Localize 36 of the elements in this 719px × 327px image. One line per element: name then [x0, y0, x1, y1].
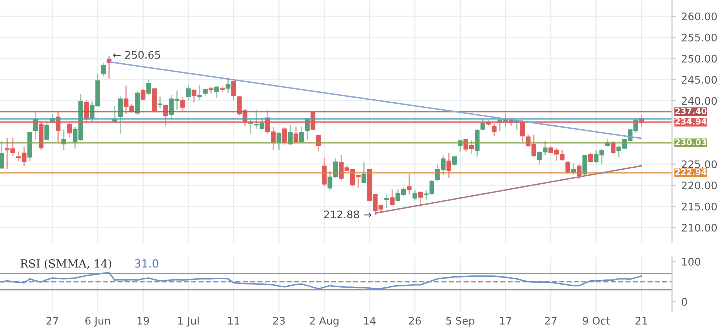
candlestick: [208, 86, 214, 94]
y-tick-label: 255.00: [682, 34, 718, 42]
line-series: [1, 272, 642, 290]
x-tick-label: 17: [500, 317, 512, 325]
y-tick-label: 100: [682, 258, 700, 266]
x-tick-label: 14: [364, 317, 376, 325]
y-tick-label: 260.00: [682, 12, 718, 21]
x-tick-label: 5 Sep: [446, 317, 475, 327]
x-tick-label: 27: [545, 317, 557, 325]
y-tick-label: 245.00: [682, 76, 718, 84]
x-tick-label: 19: [138, 317, 150, 325]
x-tick-label: 11: [228, 317, 240, 325]
chart-title: RSI (SMMA, 14): [20, 259, 112, 270]
annotation: 212.88 →: [324, 210, 372, 219]
ref-line-label: 222.94: [676, 169, 707, 176]
annotation: 31.0: [135, 260, 158, 268]
x-tick-label: 21: [636, 317, 648, 325]
candlestick: [152, 88, 157, 114]
x-tick-label: 6 Jun: [86, 317, 110, 327]
y-tick-label: 0: [682, 298, 688, 306]
y-tick-label: 215.00: [682, 202, 718, 211]
y-tick-label: 240.00: [682, 97, 718, 106]
x-tick-label: 9 Oct: [583, 317, 610, 325]
x-tick-label: 1 Jul: [178, 316, 199, 327]
y-tick-label: 225.00: [682, 160, 718, 168]
y-tick-label: 220.00: [682, 182, 718, 190]
annotation: ← 250.65: [113, 51, 160, 60]
y-tick-label: 210.00: [682, 224, 718, 232]
x-tick-label: 23: [273, 317, 286, 325]
y-tick-label: 250.00: [682, 54, 718, 63]
x-tick-label: 26: [409, 317, 422, 325]
ref-line-label: 230.03: [676, 139, 706, 146]
x-tick-label: 2 Aug: [310, 317, 339, 327]
ref-line-label: 234.94: [676, 118, 707, 125]
x-tick-label: 27: [46, 317, 58, 325]
ref-line-label: 237.40: [676, 108, 707, 114]
